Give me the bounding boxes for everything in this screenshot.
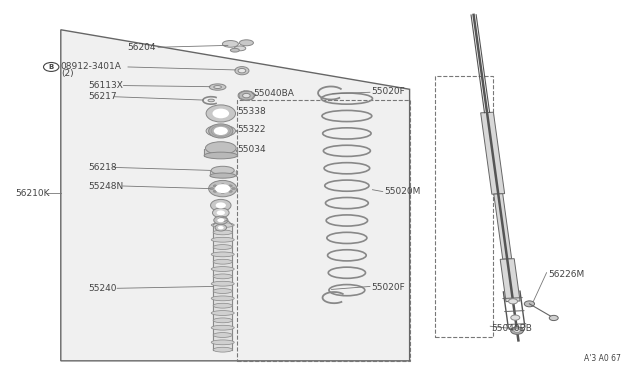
Ellipse shape bbox=[208, 99, 214, 102]
Ellipse shape bbox=[211, 222, 234, 227]
Ellipse shape bbox=[211, 296, 234, 301]
Circle shape bbox=[228, 190, 232, 192]
Ellipse shape bbox=[205, 142, 236, 154]
Circle shape bbox=[524, 301, 534, 307]
Circle shape bbox=[511, 327, 524, 334]
Circle shape bbox=[238, 68, 246, 73]
Ellipse shape bbox=[213, 289, 232, 294]
Ellipse shape bbox=[218, 218, 227, 221]
Circle shape bbox=[213, 190, 217, 192]
Ellipse shape bbox=[213, 303, 232, 308]
Circle shape bbox=[509, 299, 518, 304]
Text: 55338: 55338 bbox=[237, 108, 266, 116]
Polygon shape bbox=[481, 112, 504, 194]
Text: 08912-3401A: 08912-3401A bbox=[61, 62, 122, 71]
Circle shape bbox=[238, 91, 255, 100]
Circle shape bbox=[216, 210, 225, 215]
Ellipse shape bbox=[209, 84, 226, 90]
Circle shape bbox=[212, 109, 229, 118]
Circle shape bbox=[221, 191, 225, 193]
Circle shape bbox=[217, 218, 225, 222]
Bar bbox=[237, 100, 410, 361]
Circle shape bbox=[228, 185, 232, 187]
Ellipse shape bbox=[213, 259, 232, 264]
Circle shape bbox=[549, 315, 558, 321]
Ellipse shape bbox=[239, 40, 253, 46]
Text: 55040BB: 55040BB bbox=[492, 324, 532, 333]
Circle shape bbox=[206, 105, 236, 122]
Circle shape bbox=[235, 67, 249, 75]
Text: 55020F: 55020F bbox=[371, 87, 405, 96]
Circle shape bbox=[216, 202, 226, 208]
Text: (2): (2) bbox=[61, 69, 74, 78]
Ellipse shape bbox=[211, 166, 234, 174]
Circle shape bbox=[215, 184, 230, 193]
Circle shape bbox=[209, 180, 237, 197]
Circle shape bbox=[232, 187, 236, 190]
Circle shape bbox=[215, 224, 227, 231]
Ellipse shape bbox=[223, 41, 238, 47]
Polygon shape bbox=[61, 30, 410, 361]
Ellipse shape bbox=[234, 46, 246, 51]
Text: 55240: 55240 bbox=[88, 284, 117, 293]
Ellipse shape bbox=[213, 318, 232, 323]
Ellipse shape bbox=[211, 281, 234, 286]
Text: 55248N: 55248N bbox=[88, 182, 124, 190]
Ellipse shape bbox=[211, 237, 234, 242]
Circle shape bbox=[209, 124, 233, 138]
Text: 55034: 55034 bbox=[237, 145, 266, 154]
Text: 55322: 55322 bbox=[237, 125, 266, 134]
Circle shape bbox=[214, 216, 228, 224]
Ellipse shape bbox=[211, 252, 234, 257]
Bar bbox=[435, 76, 493, 337]
Ellipse shape bbox=[204, 152, 237, 159]
Text: 55020F: 55020F bbox=[371, 283, 405, 292]
Text: 55040BA: 55040BA bbox=[253, 89, 294, 97]
Text: 56113X: 56113X bbox=[88, 81, 123, 90]
Polygon shape bbox=[494, 194, 511, 259]
Ellipse shape bbox=[211, 340, 234, 345]
Text: 56226M: 56226M bbox=[548, 270, 584, 279]
Text: B: B bbox=[49, 64, 54, 70]
Ellipse shape bbox=[213, 347, 232, 352]
Ellipse shape bbox=[211, 311, 234, 315]
Text: 55020M: 55020M bbox=[384, 187, 420, 196]
Ellipse shape bbox=[213, 274, 232, 279]
Circle shape bbox=[514, 329, 520, 333]
Ellipse shape bbox=[230, 48, 239, 52]
Text: 56210K: 56210K bbox=[15, 189, 50, 198]
Circle shape bbox=[214, 127, 228, 135]
Circle shape bbox=[221, 184, 225, 186]
Ellipse shape bbox=[210, 173, 236, 178]
Polygon shape bbox=[500, 259, 520, 302]
Text: 56204: 56204 bbox=[127, 43, 156, 52]
Text: A'3 A0 67: A'3 A0 67 bbox=[584, 354, 621, 363]
Circle shape bbox=[211, 199, 231, 211]
Ellipse shape bbox=[213, 230, 232, 235]
Ellipse shape bbox=[213, 245, 232, 250]
Ellipse shape bbox=[214, 86, 221, 89]
Circle shape bbox=[243, 93, 250, 98]
Ellipse shape bbox=[206, 125, 236, 137]
Text: 56218: 56218 bbox=[88, 163, 117, 172]
Text: 56217: 56217 bbox=[88, 92, 117, 101]
Circle shape bbox=[218, 226, 224, 229]
Ellipse shape bbox=[211, 267, 234, 272]
Circle shape bbox=[212, 208, 229, 218]
Ellipse shape bbox=[213, 333, 232, 337]
Circle shape bbox=[210, 187, 214, 190]
Circle shape bbox=[511, 315, 520, 320]
Ellipse shape bbox=[211, 325, 234, 330]
Circle shape bbox=[213, 185, 217, 187]
